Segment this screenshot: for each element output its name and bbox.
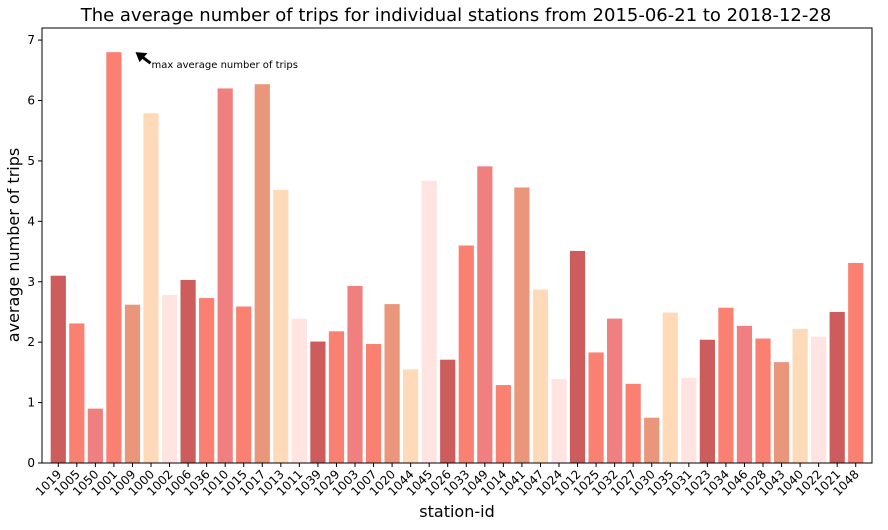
bar-1024 xyxy=(551,379,567,463)
y-tick-label: 2 xyxy=(27,335,35,349)
bar-1043 xyxy=(773,362,790,463)
bar-1028 xyxy=(755,338,771,463)
bar-1040 xyxy=(792,328,808,464)
bar-1027 xyxy=(625,383,641,463)
bar-1044 xyxy=(403,369,419,463)
bar-1001 xyxy=(106,52,122,464)
y-tick-label: 4 xyxy=(27,214,35,228)
bar-1045 xyxy=(421,180,437,463)
chart-title: The average number of trips for individu… xyxy=(80,5,832,26)
bar-1021 xyxy=(829,311,845,463)
bar-1010 xyxy=(217,88,233,464)
x-axis-label: station-id xyxy=(419,502,494,521)
bar-1048 xyxy=(848,263,864,463)
bar-1007 xyxy=(365,343,382,463)
annotation-arrow-head xyxy=(135,52,148,63)
plot-frame xyxy=(41,27,873,464)
annotation-layer: max average number of trips xyxy=(135,52,298,71)
bar-1023 xyxy=(699,339,715,463)
bar-1039 xyxy=(310,341,326,463)
bar-1000 xyxy=(143,113,159,463)
bar-1050 xyxy=(87,408,103,464)
bar-1015 xyxy=(236,306,252,463)
annotation-text: max average number of trips xyxy=(152,60,298,71)
bar-1034 xyxy=(718,307,734,463)
y-tick-label: 0 xyxy=(27,456,35,470)
bar-1013 xyxy=(273,189,289,464)
bar-1030 xyxy=(644,417,660,463)
y-axis-label: average number of trips xyxy=(4,148,23,342)
bar-1026 xyxy=(440,359,456,463)
bar-1022 xyxy=(811,336,827,463)
bar-1002 xyxy=(161,295,178,463)
bar-1047 xyxy=(532,289,549,463)
annotation-arrow-shaft xyxy=(141,55,152,65)
bar-1020 xyxy=(384,304,400,463)
bar-1035 xyxy=(662,312,678,463)
bar-1049 xyxy=(477,166,493,463)
y-tick-label: 7 xyxy=(27,33,35,47)
bar-1017 xyxy=(254,84,270,463)
y-tick-label: 6 xyxy=(27,94,35,108)
bar-1033 xyxy=(458,245,474,463)
bar-1009 xyxy=(124,304,141,463)
bar-1046 xyxy=(736,325,753,463)
bar-1025 xyxy=(588,352,604,463)
bar-1029 xyxy=(328,331,345,463)
bars-layer xyxy=(50,52,864,464)
bar-1031 xyxy=(681,377,697,463)
bar-1014 xyxy=(495,385,511,463)
bar-1032 xyxy=(607,318,623,463)
y-tick-label: 5 xyxy=(27,154,35,168)
bar-1005 xyxy=(69,323,85,463)
bar-1006 xyxy=(180,279,196,463)
bar-1019 xyxy=(50,275,66,463)
bar-1011 xyxy=(291,318,307,463)
y-tick-label: 3 xyxy=(27,275,35,289)
y-tick-label: 1 xyxy=(27,396,35,410)
bar-1003 xyxy=(347,285,363,463)
bar-1012 xyxy=(569,250,586,463)
bar-1041 xyxy=(514,187,530,463)
bar-1036 xyxy=(199,298,215,463)
